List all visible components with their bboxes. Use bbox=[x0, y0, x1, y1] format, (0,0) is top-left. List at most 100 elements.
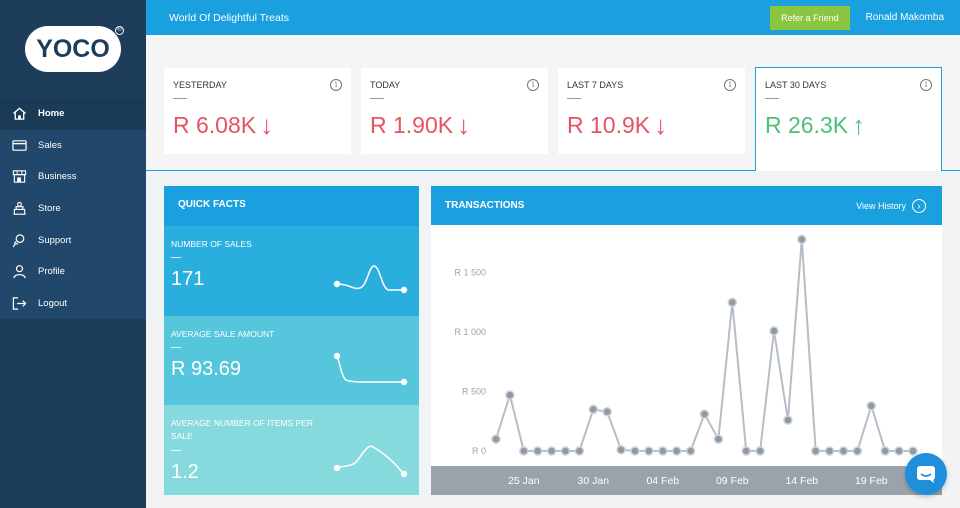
fact-label: AVERAGE SALE AMOUNT bbox=[171, 328, 275, 339]
y-tick-label: R 500 bbox=[462, 387, 486, 397]
sparkline-end-dot bbox=[400, 471, 408, 478]
data-point[interactable] bbox=[685, 446, 696, 456]
arrow-up-icon: ↑ bbox=[852, 110, 866, 140]
transactions-panel: TRANSACTIONS View History › R 0 R 500 R 1 … bbox=[431, 186, 942, 495]
data-point[interactable] bbox=[588, 404, 599, 415]
quick-facts-panel: QUICK FACTS NUMBER OF SALES 171 AVERAGE … bbox=[164, 186, 419, 496]
x-tick-label: 04 Feb bbox=[646, 475, 679, 487]
data-point[interactable] bbox=[658, 446, 668, 456]
stat-value: R 1.90K ↓ bbox=[370, 109, 470, 140]
data-point[interactable] bbox=[546, 446, 557, 456]
fact-value: R 93.69 bbox=[171, 357, 242, 380]
sidebar-nav: Home Sales Business Store Support Profile Logo… bbox=[0, 98, 146, 320]
sidebar-item-label: Store bbox=[38, 203, 61, 215]
data-point[interactable] bbox=[741, 446, 751, 456]
stat-amount: R 10.9K bbox=[567, 112, 651, 138]
data-point[interactable] bbox=[532, 446, 543, 456]
data-point[interactable] bbox=[838, 446, 849, 456]
stat-label: LAST 30 DAYS bbox=[765, 80, 827, 90]
card-icon bbox=[10, 137, 28, 153]
data-point[interactable] bbox=[797, 234, 807, 245]
data-point[interactable] bbox=[783, 415, 793, 425]
sidebar-item-business[interactable]: Business bbox=[0, 161, 146, 193]
stats-strip: YESTERDAY R 6.08K ↓ i TODAY R 1.90K ↓ i LAST 7 D… bbox=[146, 35, 960, 171]
info-icon[interactable]: i bbox=[724, 79, 736, 91]
data-point[interactable] bbox=[616, 445, 626, 455]
average-sale-sparkline bbox=[333, 352, 408, 385]
series-line bbox=[495, 239, 913, 452]
chat-icon bbox=[917, 466, 935, 483]
data-point[interactable] bbox=[810, 446, 821, 456]
fact-label: AVERAGE NUMBER OF ITEMS PER SALE bbox=[171, 418, 314, 442]
stat-card-last-30-days[interactable]: LAST 30 DAYS R 26.3K ↑ i bbox=[755, 67, 942, 171]
stat-card-last-7-days[interactable]: LAST 7 DAYS R 10.9K ↓ i bbox=[558, 68, 745, 154]
data-point[interactable] bbox=[852, 446, 863, 456]
data-point[interactable] bbox=[574, 446, 585, 456]
items-sparkline bbox=[333, 445, 408, 478]
chevron-right-icon[interactable]: › bbox=[912, 198, 926, 213]
stat-dash bbox=[765, 98, 779, 99]
data-point[interactable] bbox=[519, 446, 529, 456]
sidebar-item-label: Business bbox=[38, 171, 77, 183]
fact-value: 1.2 bbox=[171, 461, 199, 484]
view-history-link[interactable]: View History bbox=[856, 200, 906, 211]
sidebar-item-profile[interactable]: Profile bbox=[0, 256, 146, 288]
quick-facts-title: QUICK FACTS bbox=[164, 186, 419, 226]
sidebar-item-logout[interactable]: Logout bbox=[0, 288, 146, 320]
data-point[interactable] bbox=[699, 409, 710, 419]
stat-label: LAST 7 DAYS bbox=[567, 80, 624, 90]
yoco-logo[interactable]: YOCO bbox=[25, 26, 121, 72]
info-icon[interactable]: i bbox=[330, 79, 342, 91]
sidebar-item-label: Home bbox=[38, 108, 65, 120]
sparkline-start-dot bbox=[333, 465, 341, 472]
data-point[interactable] bbox=[644, 446, 654, 456]
x-axis-band bbox=[431, 466, 942, 495]
shop-icon bbox=[10, 169, 28, 185]
data-point[interactable] bbox=[824, 446, 835, 456]
y-tick-label: R 1 000 bbox=[454, 327, 486, 337]
data-point[interactable] bbox=[727, 297, 738, 308]
stat-dash bbox=[370, 98, 384, 99]
data-point[interactable] bbox=[713, 434, 724, 444]
data-point[interactable] bbox=[908, 446, 918, 456]
transactions-header: TRANSACTIONS View History › bbox=[431, 186, 942, 225]
average-sale-amount-block: AVERAGE SALE AMOUNT R 93.69 bbox=[164, 315, 419, 406]
data-point[interactable] bbox=[894, 446, 904, 456]
user-icon bbox=[10, 264, 28, 280]
data-point[interactable] bbox=[880, 446, 890, 456]
user-name-menu[interactable]: Ronald Makomba bbox=[865, 12, 944, 23]
chat-button[interactable] bbox=[905, 453, 947, 495]
sidebar-item-label: Sales bbox=[38, 139, 62, 151]
refer-friend-button[interactable]: Refer a Friend bbox=[770, 5, 850, 30]
data-point[interactable] bbox=[560, 446, 571, 456]
info-icon[interactable]: i bbox=[527, 79, 539, 91]
data-point[interactable] bbox=[491, 434, 501, 444]
data-point[interactable] bbox=[769, 326, 779, 336]
data-point[interactable] bbox=[630, 446, 640, 456]
sidebar-item-store[interactable]: Store bbox=[0, 193, 146, 225]
y-tick-label: R 0 bbox=[472, 446, 486, 456]
sparkline-start-dot bbox=[333, 352, 341, 359]
data-point[interactable] bbox=[602, 407, 612, 417]
fact-dash bbox=[171, 450, 181, 452]
transactions-title: TRANSACTIONS bbox=[445, 200, 525, 211]
data-point[interactable] bbox=[755, 446, 765, 456]
fact-value: 171 bbox=[171, 268, 205, 290]
stat-dash bbox=[173, 98, 187, 99]
data-point[interactable] bbox=[866, 401, 877, 411]
data-point[interactable] bbox=[505, 390, 515, 400]
stat-amount: R 1.90K bbox=[370, 112, 454, 138]
data-point[interactable] bbox=[671, 446, 682, 456]
logo-text: YOCO bbox=[36, 34, 110, 63]
stat-card-yesterday[interactable]: YESTERDAY R 6.08K ↓ i bbox=[164, 68, 351, 154]
sidebar-item-sales[interactable]: Sales bbox=[0, 130, 146, 162]
stat-card-today[interactable]: TODAY R 1.90K ↓ i bbox=[361, 68, 548, 154]
logo-area: YOCO ® bbox=[0, 0, 146, 98]
transactions-chart: R 0 R 500 R 1 000 R 1 500 25 Jan 30 Jan 04 Feb… bbox=[431, 234, 942, 495]
sidebar-item-support[interactable]: Support bbox=[0, 224, 146, 256]
x-tick-label: 30 Jan bbox=[578, 475, 610, 487]
info-icon[interactable]: i bbox=[920, 79, 932, 91]
sidebar-item-home[interactable]: Home bbox=[0, 98, 146, 130]
average-items-block: AVERAGE NUMBER OF ITEMS PER SALE 1.2 bbox=[164, 405, 419, 496]
x-tick-label: 25 Jan bbox=[508, 475, 540, 487]
